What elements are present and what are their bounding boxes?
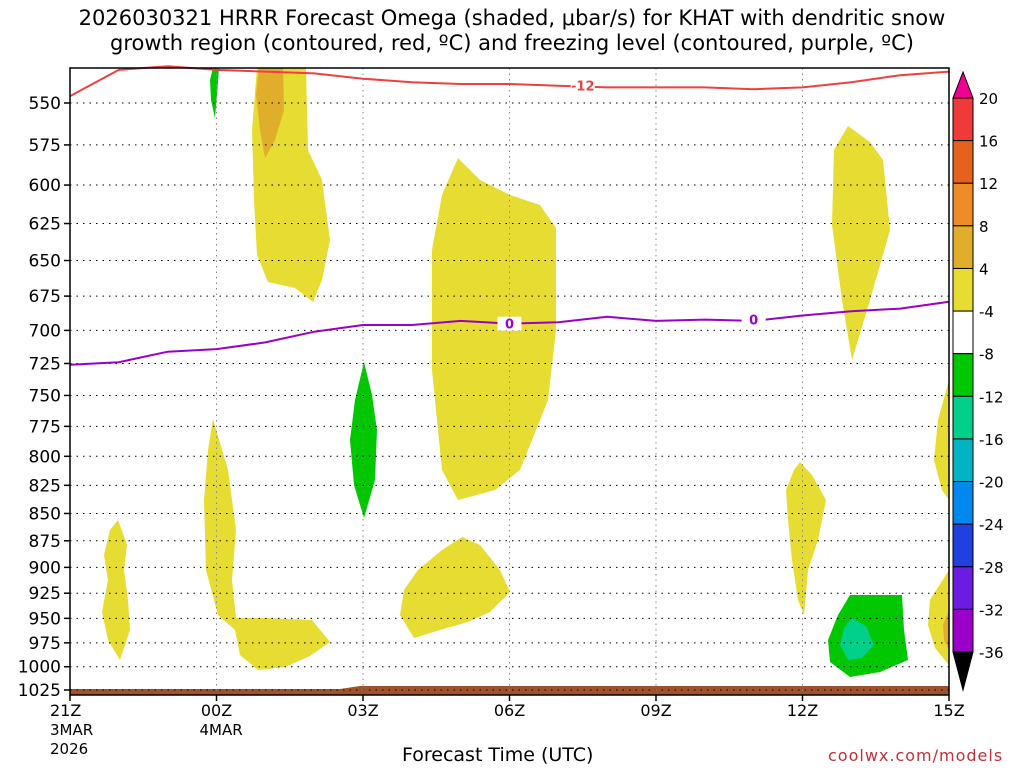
dgz-contour-label: -12 bbox=[571, 80, 595, 95]
plot-area bbox=[70, 68, 949, 695]
colorbar-label: -28 bbox=[979, 559, 1004, 577]
y-tick-label: 750 bbox=[29, 386, 61, 406]
y-tick-label: 900 bbox=[29, 558, 61, 578]
colorbar-band bbox=[952, 267, 974, 312]
colorbar-label: -24 bbox=[979, 516, 1004, 534]
x-tick-label: 03Z bbox=[347, 701, 378, 720]
credit-link[interactable]: coolwx.com/models bbox=[828, 746, 1004, 765]
y-tick-label: 950 bbox=[29, 609, 61, 629]
x-tick-label: 12Z bbox=[787, 701, 818, 720]
y-axis: 550 575 600 625 650 675 700 725 750 775 800 825 850 8… bbox=[18, 94, 70, 701]
omega-region-4 bbox=[204, 419, 330, 670]
x-tick-label: 09Z bbox=[640, 701, 671, 720]
omega-region-6 bbox=[400, 537, 510, 638]
y-tick-label: 1025 bbox=[18, 681, 61, 701]
x-tick-date: 4MAR bbox=[200, 721, 243, 739]
colorbar-band bbox=[952, 481, 974, 525]
colorbar-band bbox=[952, 395, 974, 440]
x-tick-label: 00Z bbox=[201, 701, 232, 720]
colorbar-label: 4 bbox=[979, 260, 989, 278]
colorbar-label: 12 bbox=[979, 175, 998, 193]
x-tick-label: 06Z bbox=[494, 701, 525, 720]
colorbar-band bbox=[952, 140, 974, 184]
omega-region-5 bbox=[102, 520, 130, 660]
y-tick-label: 850 bbox=[29, 504, 61, 524]
omega-region-orange-2 bbox=[943, 610, 949, 650]
colorbar-bottom-arrow bbox=[952, 651, 974, 692]
omega-region-7 bbox=[786, 462, 826, 615]
freezing-level-label: 0 bbox=[749, 314, 758, 329]
colorbar-top-arrow bbox=[952, 70, 974, 99]
x-tick-year: 2026 bbox=[50, 740, 88, 758]
y-tick-label: 800 bbox=[29, 447, 61, 467]
y-tick-label: 975 bbox=[29, 634, 61, 654]
y-tick-label: 700 bbox=[29, 321, 61, 341]
x-tick-date: 3MAR bbox=[50, 721, 93, 739]
y-tick-label: 550 bbox=[29, 94, 61, 114]
omega-region-teal-1 bbox=[840, 618, 874, 660]
colorbar-band bbox=[952, 97, 974, 142]
y-tick-label: 600 bbox=[29, 176, 61, 196]
colorbar-label: -12 bbox=[979, 388, 1004, 406]
colorbar-band bbox=[952, 353, 974, 397]
y-tick-label: 775 bbox=[29, 417, 61, 437]
freezing-level-label-bg bbox=[497, 316, 522, 331]
colorbar-label: 20 bbox=[979, 90, 998, 108]
freezing-level-label: 0 bbox=[505, 318, 514, 333]
title-line-1: 2026030321 HRRR Forecast Omega (shaded, … bbox=[78, 6, 946, 30]
x-tick-label: 21Z bbox=[50, 701, 81, 720]
colorbar: 20 16 12 8 4 -4 -8 -12 -16 -20 -24 -28 -32 -36 bbox=[952, 70, 1004, 692]
omega-region-2 bbox=[432, 158, 556, 500]
colorbar-band bbox=[952, 608, 974, 653]
y-tick-label: 675 bbox=[29, 287, 61, 307]
contour-lines: -12 0 0 bbox=[69, 65, 950, 366]
colorbar-band bbox=[952, 523, 974, 568]
dgz-contour-label-bg bbox=[570, 78, 595, 93]
colorbar-band bbox=[952, 225, 974, 269]
x-tick-label: 15Z bbox=[933, 701, 964, 720]
colorbar-band bbox=[952, 566, 974, 610]
y-tick-label: 1000 bbox=[18, 658, 61, 678]
grid-lines bbox=[70, 68, 949, 695]
x-axis-title: Forecast Time (UTC) bbox=[402, 744, 594, 766]
omega-region-3 bbox=[832, 126, 890, 360]
colorbar-band bbox=[952, 182, 974, 227]
y-tick-label: 725 bbox=[29, 354, 61, 374]
colorbar-label: -16 bbox=[979, 431, 1004, 449]
dgz-contour-line bbox=[69, 65, 950, 97]
omega-region-green-2 bbox=[350, 362, 377, 518]
y-tick-label: 650 bbox=[29, 252, 61, 272]
freezing-level-label-bg bbox=[741, 312, 766, 327]
omega-region-orange-1 bbox=[256, 68, 284, 158]
colorbar-label: 16 bbox=[979, 133, 998, 151]
y-tick-label: 875 bbox=[29, 532, 61, 552]
y-tick-label: 625 bbox=[29, 215, 61, 235]
omega-region-9 bbox=[928, 570, 949, 665]
y-tick-label: 825 bbox=[29, 476, 61, 496]
colorbar-label: -32 bbox=[979, 601, 1004, 619]
omega-region-8 bbox=[934, 380, 949, 500]
colorbar-label: 8 bbox=[979, 218, 989, 236]
colorbar-label: -36 bbox=[979, 644, 1004, 662]
colorbar-label: -4 bbox=[979, 303, 994, 321]
colorbar-band bbox=[952, 310, 974, 355]
colorbar-band bbox=[952, 438, 974, 483]
title-line-2: growth region (contoured, red, ºC) and f… bbox=[110, 31, 914, 55]
colorbar-label: -20 bbox=[979, 474, 1004, 492]
y-tick-label: 575 bbox=[29, 136, 61, 156]
colorbar-label: -8 bbox=[979, 346, 994, 364]
chart-title: 2026030321 HRRR Forecast Omega (shaded, … bbox=[0, 6, 1024, 56]
y-tick-label: 925 bbox=[29, 584, 61, 604]
omega-region-green-1 bbox=[210, 68, 219, 118]
